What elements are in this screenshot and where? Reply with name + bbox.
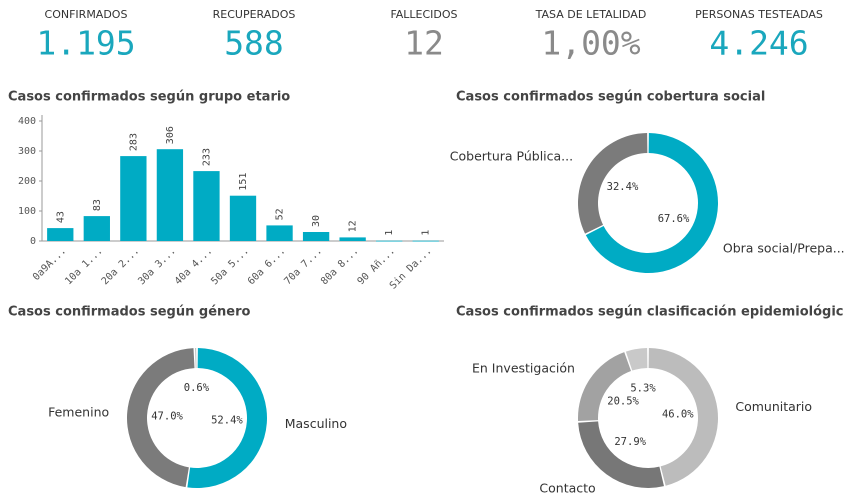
slice-value: 5.3% — [630, 382, 656, 394]
chart-title: Casos confirmados según cobertura social — [456, 90, 765, 105]
y-tick-label: 200 — [18, 176, 36, 187]
slice-value: 47.0% — [151, 410, 183, 422]
chart-title: Casos confirmados según género — [8, 305, 251, 320]
value-label: 151 — [238, 173, 249, 191]
chart-title: Casos confirmados según clasificación ep… — [456, 305, 844, 320]
x-tick-label: 10a 1... — [63, 245, 105, 287]
chart-title: Casos confirmados según grupo etario — [8, 90, 290, 105]
donut-slice — [577, 133, 648, 234]
value-label: 52 — [275, 208, 286, 220]
x-tick-label: 60a 6... — [246, 245, 288, 287]
kpi-label: TASA DE LETALIDAD — [535, 8, 647, 21]
donut-slice — [126, 348, 195, 488]
slice-value: 32.4% — [607, 181, 639, 193]
donut-slice — [195, 348, 197, 369]
x-tick-label: 30a 3... — [136, 245, 178, 287]
bar — [83, 216, 110, 241]
x-tick-label: 0a9A... — [31, 245, 69, 283]
donut-slice — [578, 421, 664, 488]
bar — [266, 225, 293, 241]
y-tick-label: 0 — [30, 236, 36, 247]
value-label: 283 — [128, 133, 139, 151]
value-label: 1 — [384, 230, 395, 236]
bar — [120, 156, 147, 241]
bar — [339, 237, 366, 241]
kpi-label: CONFIRMADOS — [45, 8, 128, 21]
value-label: 43 — [55, 211, 66, 223]
bar — [47, 228, 74, 241]
donut-slice — [187, 348, 267, 488]
value-label: 12 — [348, 220, 359, 232]
donut-slice — [625, 348, 648, 371]
slice-value: 27.9% — [614, 436, 646, 448]
donut-slice — [585, 133, 718, 273]
x-tick-label: 40a 4... — [173, 245, 215, 287]
x-tick-label: 50a 5... — [209, 245, 251, 287]
slice-value: 20.5% — [607, 395, 639, 407]
x-tick-label: 70a 7... — [282, 245, 324, 287]
kpi-value: 12 — [404, 24, 444, 63]
bar — [412, 240, 439, 242]
slice-value: 67.6% — [658, 213, 690, 225]
slice-label: Masculino — [285, 416, 347, 431]
value-label: 30 — [311, 215, 322, 227]
value-label: 83 — [92, 199, 103, 211]
slice-label: Femenino — [48, 405, 109, 420]
value-label: 233 — [201, 148, 212, 166]
slice-value: 0.6% — [184, 382, 210, 394]
kpi-value: 1.195 — [36, 24, 135, 63]
y-tick-label: 300 — [18, 146, 36, 157]
donut-slice — [648, 348, 719, 486]
slice-label: Comunitario — [735, 399, 812, 414]
value-label: 306 — [165, 126, 176, 144]
slice-label: Contacto — [539, 480, 595, 495]
value-label: 1 — [421, 230, 432, 236]
kpi-label: RECUPERADOS — [213, 8, 296, 21]
bar — [376, 240, 403, 242]
slice-label: Obra social/Prepa... — [723, 241, 844, 256]
bar — [302, 232, 330, 241]
slice-value: 52.4% — [211, 414, 243, 426]
slice-label: En Investigación — [472, 360, 575, 375]
x-tick-label: 80a 8... — [319, 245, 361, 287]
kpi-label: FALLECIDOS — [390, 8, 457, 21]
kpi-value: 4.246 — [709, 24, 808, 63]
kpi-label: PERSONAS TESTEADAS — [695, 8, 823, 21]
donut-slice — [578, 352, 632, 421]
bar — [229, 195, 257, 241]
kpi-value: 588 — [224, 24, 284, 63]
slice-value: 46.0% — [662, 408, 694, 420]
x-tick-label: 20a 2... — [100, 245, 142, 287]
y-tick-label: 400 — [18, 116, 36, 127]
slice-label: Cobertura Pública... — [450, 148, 573, 163]
bar — [193, 171, 220, 241]
kpi-value: 1,00% — [541, 24, 640, 63]
bar — [156, 149, 184, 241]
y-tick-label: 100 — [18, 206, 36, 217]
